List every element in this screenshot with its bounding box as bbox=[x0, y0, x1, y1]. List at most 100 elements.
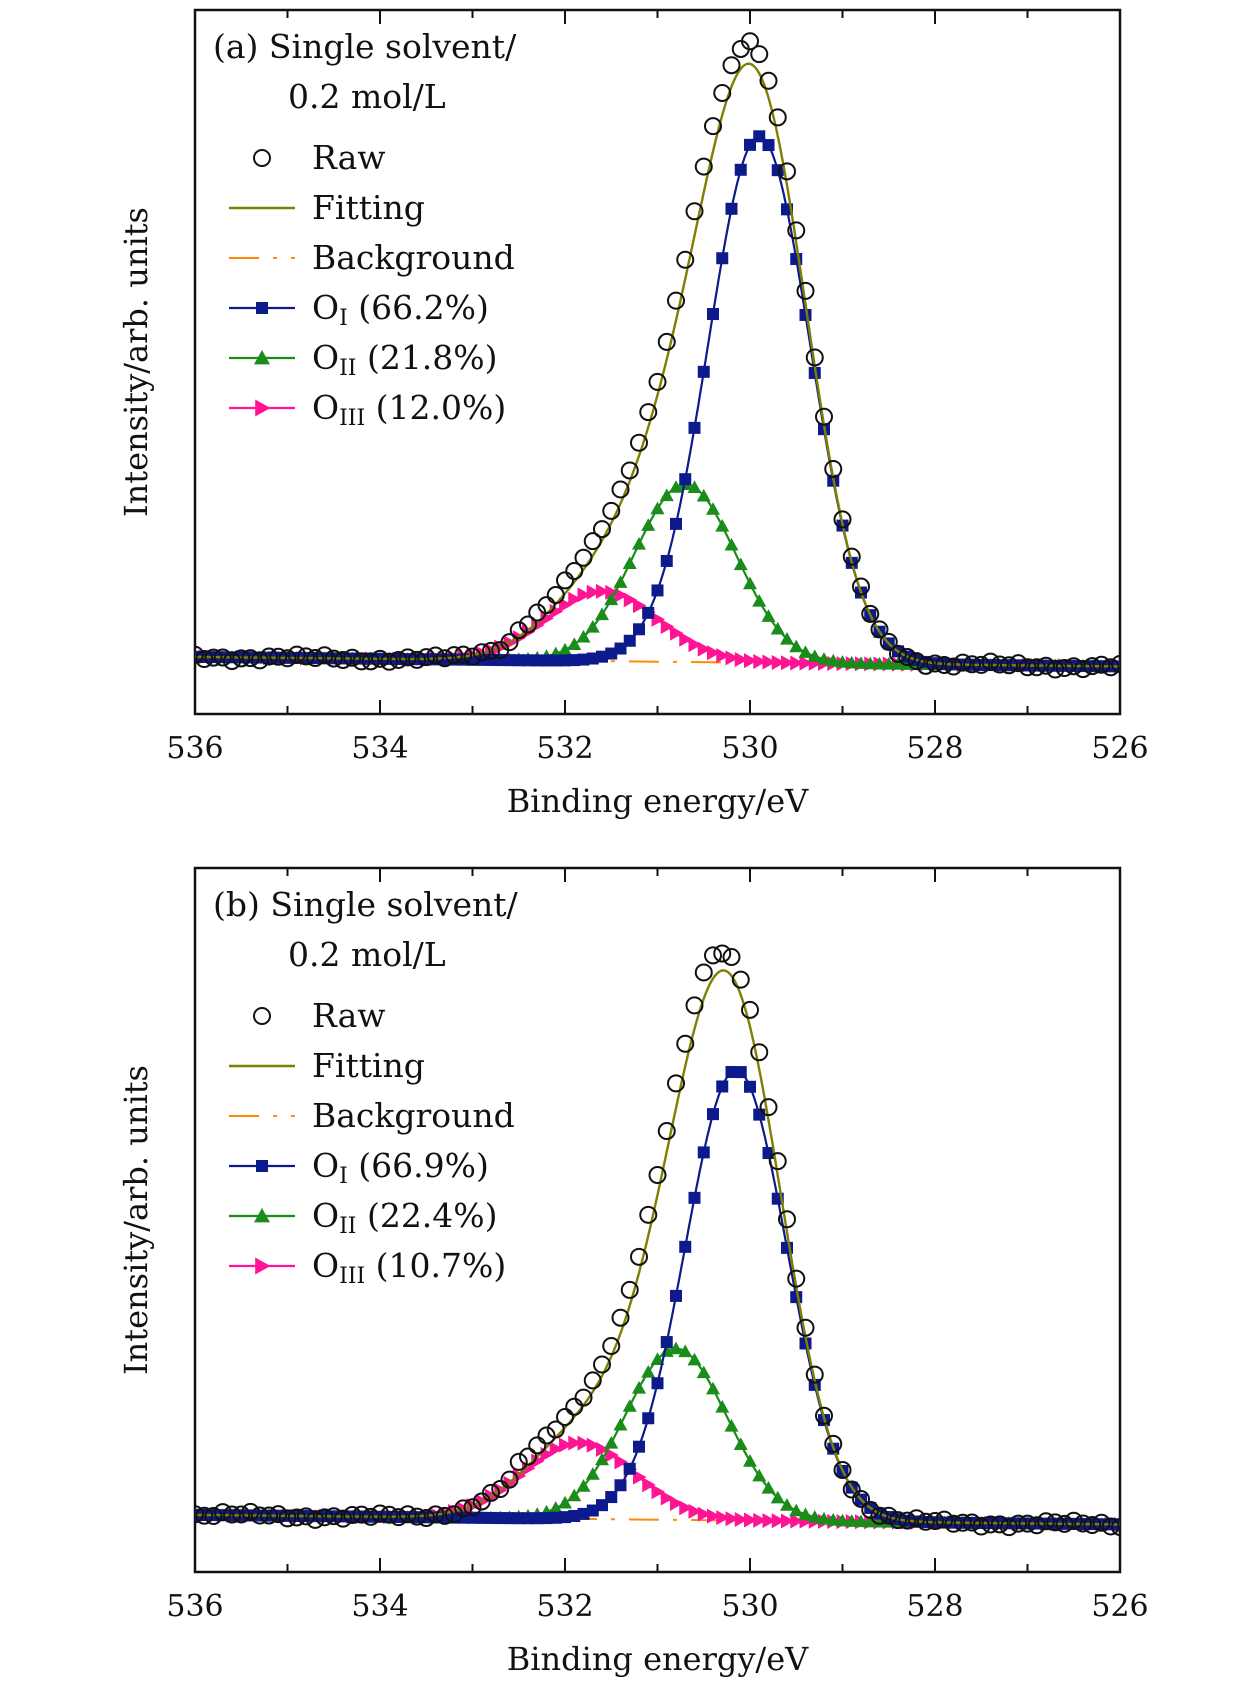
oii-marker bbox=[872, 1514, 887, 1528]
raw-marker bbox=[546, 1420, 565, 1439]
raw-marker bbox=[482, 1483, 500, 1502]
plot-data bbox=[195, 32, 1120, 679]
raw-marker bbox=[528, 1436, 547, 1455]
raw-marker bbox=[565, 562, 584, 581]
oi-marker bbox=[744, 138, 756, 151]
oi-marker bbox=[531, 654, 544, 667]
oii-marker bbox=[715, 1400, 730, 1413]
raw-marker bbox=[741, 32, 759, 51]
oi-marker bbox=[485, 1511, 497, 1524]
oi-marker bbox=[670, 1289, 682, 1302]
raw-marker bbox=[676, 1034, 695, 1053]
raw-marker bbox=[1092, 1513, 1111, 1532]
raw-marker bbox=[657, 1122, 676, 1141]
oii-markers bbox=[195, 1341, 1120, 1531]
raw-marker bbox=[815, 1406, 833, 1425]
oii-marker bbox=[678, 1344, 693, 1358]
raw-marker bbox=[722, 948, 741, 967]
legend-label-suffix: (12.0%) bbox=[365, 388, 506, 427]
raw-marker bbox=[768, 1152, 787, 1171]
legend-item-OII: OII (22.4%) bbox=[229, 1196, 498, 1239]
oiii-marker bbox=[781, 655, 795, 671]
legend-label: OII (22.4%) bbox=[312, 1196, 498, 1239]
oii-marker bbox=[669, 1341, 683, 1355]
raw-marker bbox=[417, 1508, 436, 1527]
raw-marker bbox=[898, 647, 917, 666]
raw-marker bbox=[1111, 655, 1120, 674]
oii-marker bbox=[780, 631, 794, 645]
raw-marker bbox=[611, 1308, 630, 1327]
oiii-marker bbox=[716, 648, 730, 664]
raw-marker bbox=[1083, 1516, 1102, 1535]
legend-oii-marker bbox=[254, 350, 270, 365]
x-axis-title: Binding energy/eV bbox=[507, 782, 809, 820]
oiii-marker bbox=[744, 1512, 758, 1528]
oiii-marker bbox=[605, 584, 619, 600]
raw-marker bbox=[861, 604, 880, 623]
oi-marker bbox=[549, 654, 562, 667]
oiii-marker bbox=[633, 598, 647, 614]
raw-marker bbox=[889, 644, 907, 663]
raw-marker bbox=[648, 372, 667, 391]
legend-label-suffix: (66.9%) bbox=[348, 1146, 489, 1185]
raw-marker bbox=[1083, 657, 1102, 676]
oiii-marker bbox=[623, 592, 638, 608]
oi-marker bbox=[707, 308, 719, 321]
oii-marker bbox=[817, 1511, 831, 1525]
oii-marker bbox=[761, 609, 776, 622]
raw-marker bbox=[990, 1515, 1009, 1534]
legend-label-main: Fitting bbox=[312, 1046, 425, 1085]
oiii-marker bbox=[651, 1484, 665, 1500]
raw-marker bbox=[926, 654, 944, 673]
oii-marker bbox=[789, 639, 804, 653]
oiii-marker bbox=[614, 1454, 628, 1470]
legend-item-raw: Raw bbox=[253, 138, 386, 177]
legend-item-fit: Fitting bbox=[229, 188, 425, 227]
raw-marker bbox=[648, 1166, 667, 1185]
legend-oiii-marker bbox=[255, 399, 271, 417]
raw-marker bbox=[250, 651, 269, 670]
raw-marker bbox=[454, 1499, 473, 1518]
oi-marker bbox=[540, 654, 553, 667]
oii-marker bbox=[863, 656, 878, 670]
x-tick-label: 526 bbox=[1091, 731, 1148, 766]
raw-marker bbox=[278, 1509, 297, 1528]
oii-marker bbox=[770, 621, 785, 635]
raw-marker bbox=[408, 650, 426, 669]
panel-subtitle: 0.2 mol/L bbox=[288, 77, 446, 116]
oii-marker bbox=[752, 594, 767, 607]
oi-marker bbox=[549, 1511, 562, 1524]
raw-marker bbox=[907, 652, 926, 671]
oii-marker bbox=[835, 655, 850, 668]
raw-marker bbox=[741, 1000, 759, 1019]
oi-marker bbox=[605, 1491, 618, 1504]
oi-marker bbox=[559, 1511, 571, 1524]
oi-marker bbox=[586, 652, 599, 665]
legend-label-suffix: (66.2%) bbox=[348, 288, 489, 327]
oi-marker bbox=[642, 606, 655, 619]
raw-marker bbox=[398, 1505, 417, 1524]
oii-marker bbox=[706, 502, 720, 515]
raw-marker bbox=[408, 1507, 426, 1526]
oiii-marker bbox=[531, 1453, 545, 1469]
oii-marker bbox=[817, 652, 831, 665]
panel-b-chart: 536 534 532 530 528 526 Binding energy/eV Inten… bbox=[117, 866, 1149, 1678]
x-tick-label: 536 bbox=[166, 731, 223, 766]
oii-marker bbox=[715, 519, 730, 532]
raw-marker bbox=[685, 996, 704, 1015]
legend-item-bg: Background bbox=[229, 238, 515, 277]
oiii-marker bbox=[586, 1437, 601, 1453]
raw-marker bbox=[870, 1506, 889, 1525]
raw-marker bbox=[195, 645, 204, 664]
raw-marker bbox=[343, 1506, 362, 1525]
oi-marker bbox=[568, 1509, 581, 1522]
raw-marker bbox=[426, 1505, 445, 1524]
raw-marker bbox=[1101, 1517, 1120, 1536]
oi-marker bbox=[679, 1240, 692, 1253]
oiii-marker bbox=[707, 1508, 721, 1524]
oii-marker bbox=[807, 1510, 822, 1523]
oii-marker bbox=[761, 1481, 776, 1494]
oiii-marker bbox=[660, 1490, 675, 1506]
legend-label-subscript: I bbox=[339, 1164, 348, 1189]
